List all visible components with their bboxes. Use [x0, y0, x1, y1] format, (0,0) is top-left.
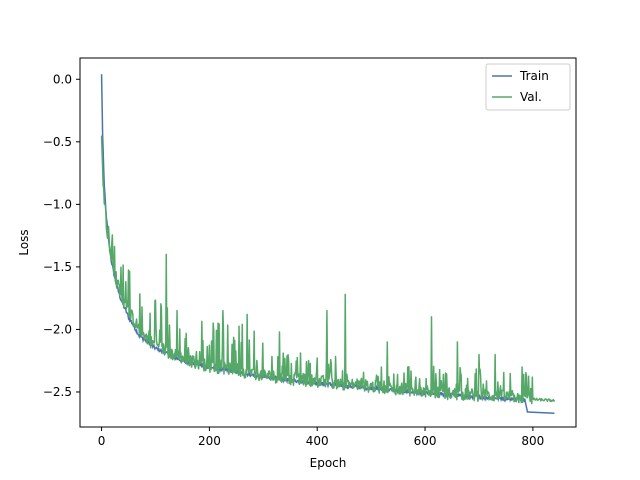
x-tick-label: 200: [198, 434, 221, 448]
legend-label-val: Val.: [520, 90, 542, 104]
axes-frame: [79, 57, 577, 428]
y-tick-label: −2.5: [43, 385, 72, 399]
y-axis-ticks: 0.0 −0.5 −1.0 −1.5 −2.0 −2.5: [43, 72, 80, 399]
y-axis-label: Loss: [17, 229, 31, 255]
x-tick-label: 600: [414, 434, 437, 448]
plot-lines: [100, 74, 556, 414]
y-tick-label: −0.5: [43, 135, 72, 149]
y-tick-label: 0.0: [53, 72, 72, 86]
y-tick-label: −1.5: [43, 260, 72, 274]
y-tick-label: −1.0: [43, 197, 72, 211]
x-tick-label: 800: [521, 434, 544, 448]
x-axis-label: Epoch: [310, 456, 347, 470]
x-tick-label: 400: [306, 434, 329, 448]
legend: Train Val.: [485, 63, 571, 111]
y-tick-label: −2.0: [43, 322, 72, 336]
legend-label-train: Train: [519, 69, 549, 83]
series-line-val: [100, 135, 556, 405]
x-axis-ticks: 0 200 400 600 800: [98, 427, 544, 448]
x-tick-label: 0: [98, 434, 106, 448]
